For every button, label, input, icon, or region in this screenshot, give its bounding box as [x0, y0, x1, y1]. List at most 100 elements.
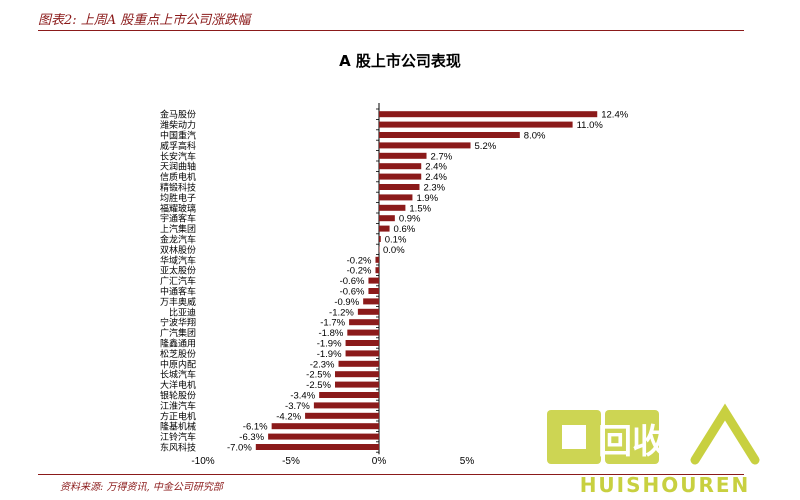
svg-text:HUISHOUREN: HUISHOUREN [580, 473, 751, 497]
data-label: 0.0% [383, 245, 405, 256]
bar [345, 350, 379, 357]
x-tick-label: -10% [191, 456, 214, 467]
bar [375, 256, 379, 263]
category-label: 精锻科技 [160, 182, 196, 194]
bar [347, 329, 379, 336]
category-label: 广汇汽车 [160, 275, 196, 287]
data-label: -0.2% [347, 255, 372, 266]
category-label: 银轮股份 [160, 390, 196, 402]
category-label: 天润曲轴 [160, 161, 196, 173]
category-label: 方正电机 [160, 410, 196, 422]
bar [379, 152, 427, 159]
bar [338, 360, 379, 367]
x-tick-label: 0% [372, 456, 387, 467]
data-label: -0.6% [340, 287, 365, 298]
data-label: -0.6% [340, 276, 365, 287]
category-label: 金龙汽车 [160, 234, 196, 246]
data-label: 11.0% [577, 120, 604, 131]
bar [379, 194, 413, 201]
category-label: 中国重汽 [160, 130, 196, 142]
category-label: 宁波华翔 [160, 317, 196, 329]
data-label: -3.7% [285, 401, 310, 412]
category-label: 江铃汽车 [160, 431, 196, 443]
category-label: 福耀玻璃 [160, 202, 196, 214]
data-label: -1.2% [329, 307, 354, 318]
bar [268, 433, 379, 440]
category-label: 均胜电子 [160, 192, 196, 204]
category-label: 东风科技 [160, 442, 196, 454]
bar [363, 298, 379, 305]
data-label: -2.5% [306, 370, 331, 381]
bar [379, 236, 381, 242]
data-label: -6.1% [243, 422, 268, 433]
bar [379, 184, 420, 190]
category-label: 隆基机械 [160, 421, 196, 433]
data-label: -6.3% [239, 432, 264, 443]
data-label: 2.4% [425, 172, 447, 183]
category-label: 中原内配 [160, 358, 196, 370]
category-label: 潍柴动力 [160, 119, 196, 131]
data-label: 2.3% [423, 183, 445, 194]
category-label: 江淮汽车 [160, 400, 196, 412]
bar [313, 402, 379, 409]
bar [379, 204, 406, 211]
bar [368, 288, 379, 294]
figure-header: 图表2: 上周A 股重点上市公司涨跌幅 [38, 13, 251, 28]
bar [319, 392, 379, 398]
category-label: 金马股份 [160, 109, 196, 121]
bar [349, 319, 379, 326]
data-label: 2.7% [431, 151, 453, 162]
footer-divider [38, 474, 744, 475]
data-label: 0.1% [385, 235, 407, 246]
data-label: -4.2% [276, 411, 301, 422]
bar [379, 163, 422, 170]
category-label: 亚太股份 [160, 265, 196, 277]
category-label: 长安汽车 [160, 150, 196, 162]
category-label: 万丰奥威 [160, 296, 196, 308]
x-tick-label: -5% [282, 456, 300, 467]
bar [335, 381, 379, 388]
data-label: -0.2% [347, 266, 372, 277]
bar [368, 277, 379, 284]
bar [379, 121, 573, 128]
data-label: 5.2% [475, 141, 497, 152]
category-label: 隆鑫通用 [160, 338, 196, 350]
category-label: 松芝股份 [160, 348, 196, 360]
data-label: 1.9% [416, 193, 438, 204]
category-label: 华域汽车 [160, 254, 196, 266]
watermark-logo: 回收 HUISHOUREN [547, 403, 760, 497]
category-label: 长城汽车 [160, 369, 196, 381]
data-label: -1.7% [320, 318, 345, 329]
source-note: 资料来源: 万得资讯, 中金公司研究部 [60, 482, 223, 493]
category-label: 比亚迪 [169, 306, 196, 318]
header-divider [38, 30, 744, 31]
svg-text:回收: 回收 [598, 422, 666, 462]
bar [271, 423, 379, 430]
bar [379, 246, 380, 253]
x-tick-label: 5% [460, 456, 475, 467]
category-label: 大洋电机 [160, 379, 196, 391]
bar [335, 371, 379, 378]
data-label: 12.4% [601, 110, 628, 121]
bar [379, 225, 390, 232]
data-label: 0.9% [399, 214, 421, 225]
bar [379, 132, 520, 138]
category-label: 威孚高科 [160, 140, 196, 152]
category-label: 宇通客车 [160, 213, 196, 225]
data-label: 1.5% [409, 203, 431, 214]
category-label: 双林股份 [160, 244, 196, 256]
data-label: 8.0% [524, 131, 546, 142]
data-label: -1.9% [317, 339, 342, 350]
category-label: 中通客车 [160, 286, 196, 298]
data-label: -7.0% [227, 443, 252, 454]
data-label: -2.3% [310, 359, 335, 370]
data-label: 0.6% [394, 224, 416, 235]
data-label: 2.4% [425, 162, 447, 173]
bar [379, 215, 395, 222]
category-label: 广汽集团 [160, 327, 196, 339]
bar [345, 340, 379, 346]
data-label: -0.9% [334, 297, 359, 308]
category-label: 信质电机 [160, 171, 196, 183]
bar [357, 308, 379, 315]
